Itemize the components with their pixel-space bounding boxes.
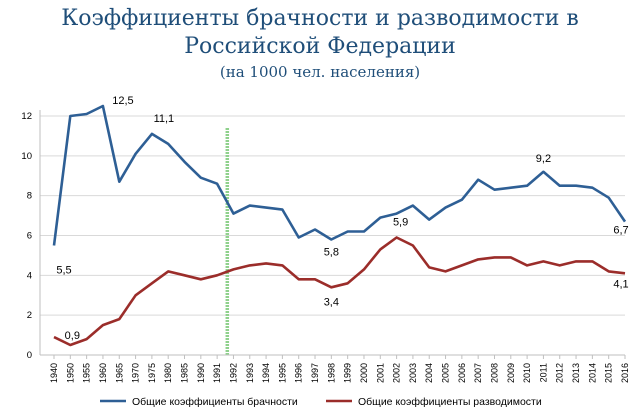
x-tick-label: 1940: [49, 363, 59, 383]
data-label: 0,9: [65, 330, 80, 342]
chart-title-line-1: Коэффициенты брачности и разводимости в: [61, 6, 579, 31]
x-tick-label: 1975: [147, 363, 157, 383]
x-tick-label: 1950: [65, 363, 75, 383]
x-tick-label: 2011: [538, 363, 548, 382]
x-tick-label: 2003: [408, 363, 418, 383]
series-line-1: [52, 104, 627, 246]
x-tick-label: 1980: [163, 363, 173, 383]
y-tick-label: 4: [27, 270, 32, 281]
legend: Общие коэффициенты брачности Общие коэффи…: [100, 396, 542, 408]
x-tick-label: 1970: [131, 363, 141, 383]
series-line-2: [53, 236, 626, 347]
x-tick-label: 2001: [375, 363, 385, 383]
x-tick-label: 2009: [506, 363, 516, 383]
x-tick-label: 1990: [196, 363, 206, 383]
data-label: 5,9: [393, 216, 408, 228]
x-tick-label: 1991: [212, 363, 222, 383]
x-tick-label: 1999: [343, 363, 353, 383]
y-tick-label: 8: [27, 191, 32, 202]
legend-label-2: Общие коэффициенты разводимости: [358, 396, 542, 408]
legend-label-1: Общие коэффициенты брачности: [132, 396, 298, 408]
x-tick-label: 2005: [441, 363, 451, 383]
y-tick-label: 10: [21, 151, 32, 162]
data-label: 9,2: [536, 153, 551, 165]
data-label: 5,8: [324, 246, 339, 258]
x-tick-label: 2015: [604, 363, 614, 383]
x-tick-label: 1996: [294, 363, 304, 383]
x-tick-label: 2014: [587, 363, 597, 383]
x-tick-label: 2006: [457, 363, 467, 383]
x-tick-label: 2013: [571, 363, 581, 383]
chart-title-line-2: Российской Федерации: [184, 34, 456, 59]
x-tick-label: 2002: [392, 363, 402, 383]
x-tick-label: 2016: [620, 363, 630, 383]
x-tick-label: 1997: [310, 363, 320, 383]
y-tick-label: 6: [27, 231, 32, 242]
x-tick-label: 1992: [228, 363, 238, 383]
x-tick-label: 1960: [98, 363, 108, 383]
x-tick-label: 2004: [424, 363, 434, 383]
x-tick-label: 1985: [180, 363, 190, 383]
data-label: 4,1: [613, 278, 628, 290]
x-tick-label: 2012: [555, 363, 565, 383]
x-tick-label: 2010: [522, 363, 532, 383]
data-label: 11,1: [154, 113, 175, 125]
data-labels: 5,5 12,5 11,1 5,8 9,2 6,7 0,9 3,4 5,9 4,1: [56, 95, 628, 342]
y-axis-ticks: 0 2 4 6 8 10 12: [21, 111, 32, 361]
series-lines: [52, 104, 627, 347]
chart-subtitle: (на 1000 чел. населения): [219, 63, 421, 81]
x-tick-label: 2000: [359, 363, 369, 383]
x-tick-label: 1994: [261, 363, 271, 383]
data-label: 12,5: [112, 95, 133, 107]
y-tick-label: 12: [21, 111, 32, 122]
x-tick-label: 1965: [114, 363, 124, 383]
x-tick-label: 2007: [473, 363, 483, 383]
y-tick-label: 0: [27, 350, 32, 361]
data-label: 3,4: [324, 296, 339, 308]
axes: [39, 110, 625, 356]
x-tick-label: 1995: [277, 363, 287, 383]
x-tick-label: 2008: [489, 363, 499, 383]
x-tick-label: 1993: [245, 363, 255, 383]
x-tick-label: 1998: [326, 363, 336, 383]
y-tick-label: 2: [27, 310, 32, 321]
data-label: 5,5: [56, 264, 71, 276]
data-label: 6,7: [613, 225, 628, 237]
x-axis-ticks: 1940 1950 1955 1960 1965 1970 1975 1980 1985 1990…: [49, 355, 630, 383]
x-tick-label: 1955: [82, 363, 92, 383]
